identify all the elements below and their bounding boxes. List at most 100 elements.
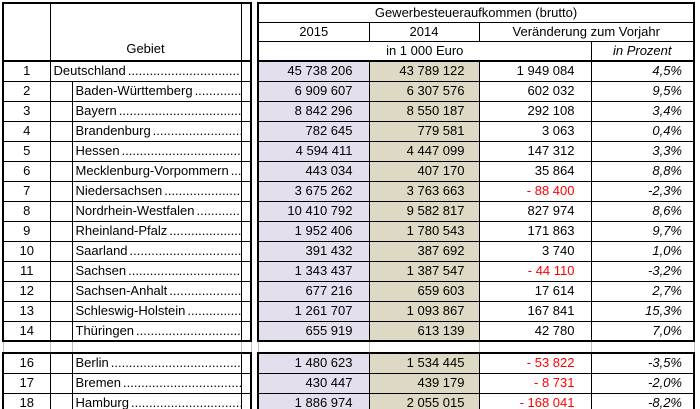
gap-cell xyxy=(251,373,258,393)
row-number-cell: 18 xyxy=(2,392,51,409)
indent-cell xyxy=(49,100,73,122)
spacer-cell xyxy=(479,341,592,353)
region-name: Saarland xyxy=(75,243,128,258)
table-title: Gewerbesteueraufkommen (brutto) xyxy=(257,2,695,23)
separator-cell xyxy=(240,320,252,342)
value-2014-cell: 8 550 187 xyxy=(368,100,480,122)
row-number-cell: 9 xyxy=(2,220,51,242)
value-2015-cell: 1 886 974 xyxy=(257,392,370,409)
spacer-cell xyxy=(251,341,259,353)
spacer-row xyxy=(2,341,695,353)
change-absolute-cell: 3 740 xyxy=(478,240,592,262)
change-percent-cell: -2,3% xyxy=(590,180,695,202)
change-header: Veränderung zum Vorjahr xyxy=(478,22,695,42)
gap-cell xyxy=(251,321,258,341)
row-number-cell: 12 xyxy=(2,280,51,302)
change-percent-cell: -3,2% xyxy=(590,260,695,282)
gap-header-cell xyxy=(251,3,258,61)
indent-cell xyxy=(49,80,73,102)
value-2014-cell: 439 179 xyxy=(368,372,480,394)
value-2015-cell: 10 410 792 xyxy=(257,200,370,222)
dot-leader xyxy=(229,162,240,180)
indent-cell xyxy=(49,392,73,409)
indent-cell xyxy=(49,200,73,222)
change-percent-cell: 1,0% xyxy=(590,240,695,262)
indent-cell xyxy=(49,180,73,202)
region-name: Brandenburg xyxy=(75,123,151,138)
change-absolute-cell: 17 614 xyxy=(478,280,592,302)
gap-cell xyxy=(251,81,258,101)
separator-cell xyxy=(240,240,252,262)
indent-cell xyxy=(49,300,73,322)
row-number-cell: 6 xyxy=(2,160,51,182)
dot-leader xyxy=(167,222,240,240)
region-name-cell: Sachsen xyxy=(71,260,242,282)
value-2014-cell: 1 534 445 xyxy=(368,352,480,374)
change-percent-cell: -3,5% xyxy=(590,352,695,374)
row-number-cell: 13 xyxy=(2,300,51,322)
value-2015-cell: 3 675 262 xyxy=(257,180,370,202)
value-2014-cell: 4 447 099 xyxy=(368,140,480,162)
region-name-cell: Bremen xyxy=(71,372,242,394)
dot-leader xyxy=(126,262,240,280)
value-2014-cell: 1 387 547 xyxy=(368,260,480,282)
row-number-cell: 3 xyxy=(2,100,51,122)
value-2014-cell: 6 307 576 xyxy=(368,80,480,102)
change-absolute-cell: 602 032 xyxy=(478,80,592,102)
spacer-cell xyxy=(258,341,370,353)
dot-leader xyxy=(121,374,240,392)
separator-cell xyxy=(240,180,252,202)
gap-cell xyxy=(251,353,258,373)
row-number-cell: 14 xyxy=(2,320,51,342)
gap-cell xyxy=(251,393,258,409)
gap-cell xyxy=(251,301,258,321)
region-name-cell: Hamburg xyxy=(71,392,242,409)
separator-cell xyxy=(240,140,252,162)
region-name: Sachsen-Anhalt xyxy=(75,283,168,298)
separator-cell xyxy=(240,160,252,182)
value-2014-cell: 3 763 663 xyxy=(368,180,480,202)
region-name: Sachsen xyxy=(75,263,127,278)
gap-cell xyxy=(251,221,258,241)
dot-leader xyxy=(194,202,240,220)
gap-cell xyxy=(251,281,258,301)
spacer-cell xyxy=(50,341,73,353)
change-percent-cell: 3,3% xyxy=(590,140,695,162)
separator-cell xyxy=(240,60,252,82)
separator-cell xyxy=(240,280,252,302)
region-name-cell: Saarland xyxy=(71,240,242,262)
region-name: Schleswig-Holstein xyxy=(75,303,186,318)
value-2015-cell: 1 343 437 xyxy=(257,260,370,282)
value-2015-cell: 4 594 411 xyxy=(257,140,370,162)
separator-cell xyxy=(240,220,252,242)
change-percent-cell: 8,8% xyxy=(590,160,695,182)
value-2015-cell: 45 738 206 xyxy=(257,60,370,82)
value-2015-cell: 1 261 707 xyxy=(257,300,370,322)
region-name: Bayern xyxy=(75,103,117,118)
dot-leader xyxy=(117,102,240,120)
dot-leader xyxy=(193,82,240,100)
value-2014-cell: 2 055 015 xyxy=(368,392,480,409)
spacer-cell xyxy=(2,341,51,353)
gap-cell xyxy=(251,61,258,81)
change-absolute-cell: 827 974 xyxy=(478,200,592,222)
change-absolute-cell: 171 863 xyxy=(478,220,592,242)
value-2014-cell: 613 139 xyxy=(368,320,480,342)
region-name: Hamburg xyxy=(75,394,129,409)
region-name-cell: Niedersachsen xyxy=(71,180,242,202)
indent-cell xyxy=(49,280,73,302)
change-percent-cell: 15,3% xyxy=(590,300,695,322)
row-number-cell: 17 xyxy=(2,372,51,394)
unit-percent-header: in Prozent xyxy=(590,41,695,62)
header-row-title: Gebiet Gewerbesteueraufkommen (brutto) xyxy=(2,2,695,62)
header-row-years: 2015 2014 Veränderung zum Vorjahr xyxy=(3,22,695,42)
